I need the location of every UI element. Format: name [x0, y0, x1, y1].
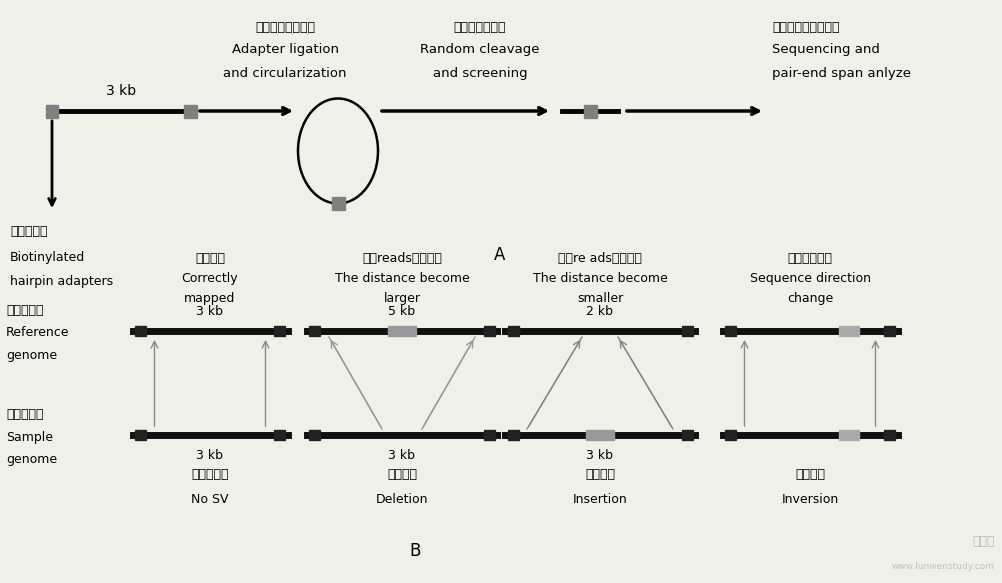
Text: 缺失变异: 缺失变异 [387, 468, 417, 481]
Text: 插入变异: 插入变异 [584, 468, 614, 481]
Bar [583, 104, 596, 118]
Bar [310, 326, 321, 336]
Text: smaller: smaller [576, 292, 622, 305]
Text: 无结构变异: 无结构变异 [191, 468, 228, 481]
Text: 生物素标记: 生物素标记 [10, 225, 47, 238]
Text: Adapter ligation: Adapter ligation [231, 43, 338, 56]
Text: Reference: Reference [6, 326, 69, 339]
Bar [883, 430, 894, 440]
Text: No SV: No SV [191, 493, 228, 506]
Text: 两端reads距离变大: 两端reads距离变大 [362, 252, 442, 265]
Bar [507, 326, 518, 336]
Text: Sample: Sample [6, 430, 53, 444]
Text: change: change [787, 292, 833, 305]
Bar [724, 430, 735, 440]
Text: 参考基因组: 参考基因组 [6, 304, 43, 318]
Text: 正常对比: 正常对比 [194, 252, 224, 265]
Bar [839, 326, 859, 336]
Bar [483, 326, 494, 336]
Bar [135, 326, 146, 336]
Text: larger: larger [383, 292, 420, 305]
Text: 3 kb: 3 kb [196, 449, 223, 462]
Text: 随机剪切并筛选: 随机剪切并筛选 [453, 21, 506, 34]
Text: pair-end span anlyze: pair-end span anlyze [772, 67, 910, 80]
Text: 3 kb: 3 kb [196, 305, 223, 318]
Text: 5 kb: 5 kb [388, 305, 415, 318]
Text: 测序与双端分布分析: 测序与双端分布分析 [772, 21, 839, 34]
Text: Random cleavage: Random cleavage [420, 43, 539, 56]
Text: Deletion: Deletion [376, 493, 428, 506]
Bar [274, 430, 285, 440]
Bar [183, 104, 196, 118]
Text: 3 kb: 3 kb [388, 449, 415, 462]
Text: 3 kb: 3 kb [586, 449, 613, 462]
Text: The distance become: The distance become [532, 272, 666, 285]
Text: 样本基因组: 样本基因组 [6, 409, 43, 422]
Text: 学术堂: 学术堂 [972, 535, 994, 548]
Text: 两端re ads距离变小: 两端re ads距离变小 [557, 252, 641, 265]
Text: A: A [494, 246, 505, 264]
Text: Biotinylated: Biotinylated [10, 251, 85, 264]
Text: Inversion: Inversion [781, 493, 838, 506]
Text: hairpin adapters: hairpin adapters [10, 275, 113, 288]
Text: 倒位变异: 倒位变异 [795, 468, 825, 481]
Bar [135, 430, 146, 440]
Bar [724, 326, 735, 336]
Text: genome: genome [6, 452, 57, 465]
Bar [680, 430, 691, 440]
Bar [332, 197, 344, 210]
Text: Sequence direction: Sequence direction [748, 272, 870, 285]
Text: genome: genome [6, 349, 57, 361]
Text: www.lunwenstudy.com: www.lunwenstudy.com [891, 562, 994, 571]
Text: B: B [409, 542, 420, 560]
Text: Correctly: Correctly [181, 272, 238, 285]
Text: 序列方向改变: 序列方向改变 [787, 252, 832, 265]
Bar [483, 430, 494, 440]
Text: Sequencing and: Sequencing and [772, 43, 879, 56]
Text: 生物素标记并环化: 生物素标记并环化 [255, 21, 315, 34]
Text: The distance become: The distance become [335, 272, 469, 285]
Text: 3 kb: 3 kb [106, 84, 136, 98]
Bar [274, 326, 285, 336]
Text: 2 kb: 2 kb [586, 305, 613, 318]
Bar [45, 104, 58, 118]
Text: Insertion: Insertion [572, 493, 626, 506]
Bar [388, 326, 416, 336]
Bar [680, 326, 691, 336]
Bar [883, 326, 894, 336]
Text: and screening: and screening [432, 67, 527, 80]
Bar [310, 430, 321, 440]
Text: mapped: mapped [184, 292, 235, 305]
Bar [507, 430, 518, 440]
Bar [585, 430, 613, 440]
Text: and circularization: and circularization [223, 67, 347, 80]
Bar [839, 430, 859, 440]
